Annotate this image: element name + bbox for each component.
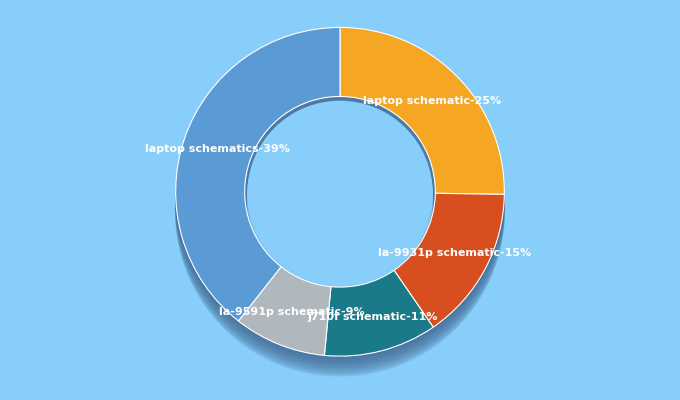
Circle shape	[175, 32, 505, 361]
Circle shape	[175, 46, 505, 374]
Text: la-9931p schematic-15%: la-9931p schematic-15%	[378, 248, 531, 258]
Circle shape	[248, 120, 432, 304]
Circle shape	[175, 31, 505, 360]
Circle shape	[175, 36, 505, 364]
Circle shape	[248, 101, 432, 286]
Circle shape	[248, 106, 432, 290]
Circle shape	[248, 111, 432, 295]
Circle shape	[248, 110, 432, 294]
Circle shape	[175, 40, 505, 369]
Wedge shape	[324, 270, 433, 356]
Wedge shape	[394, 193, 505, 327]
Circle shape	[175, 44, 505, 372]
Circle shape	[175, 47, 505, 376]
Circle shape	[248, 118, 432, 302]
Text: laptop schematics-39%: laptop schematics-39%	[145, 144, 290, 154]
Circle shape	[175, 29, 505, 358]
Circle shape	[248, 114, 432, 299]
Text: laptop schematic-25%: laptop schematic-25%	[364, 96, 502, 106]
Circle shape	[248, 103, 432, 287]
Text: j710f schematic-11%: j710f schematic-11%	[307, 312, 438, 322]
Wedge shape	[340, 28, 505, 194]
Circle shape	[175, 42, 505, 371]
Circle shape	[248, 116, 432, 300]
Circle shape	[175, 39, 505, 368]
Circle shape	[248, 105, 432, 289]
Text: la-9591p schematic-9%: la-9591p schematic-9%	[219, 307, 364, 317]
Circle shape	[248, 108, 432, 292]
Wedge shape	[175, 28, 340, 321]
Circle shape	[175, 34, 505, 363]
Circle shape	[175, 37, 505, 366]
Wedge shape	[239, 267, 331, 355]
Circle shape	[248, 113, 432, 297]
